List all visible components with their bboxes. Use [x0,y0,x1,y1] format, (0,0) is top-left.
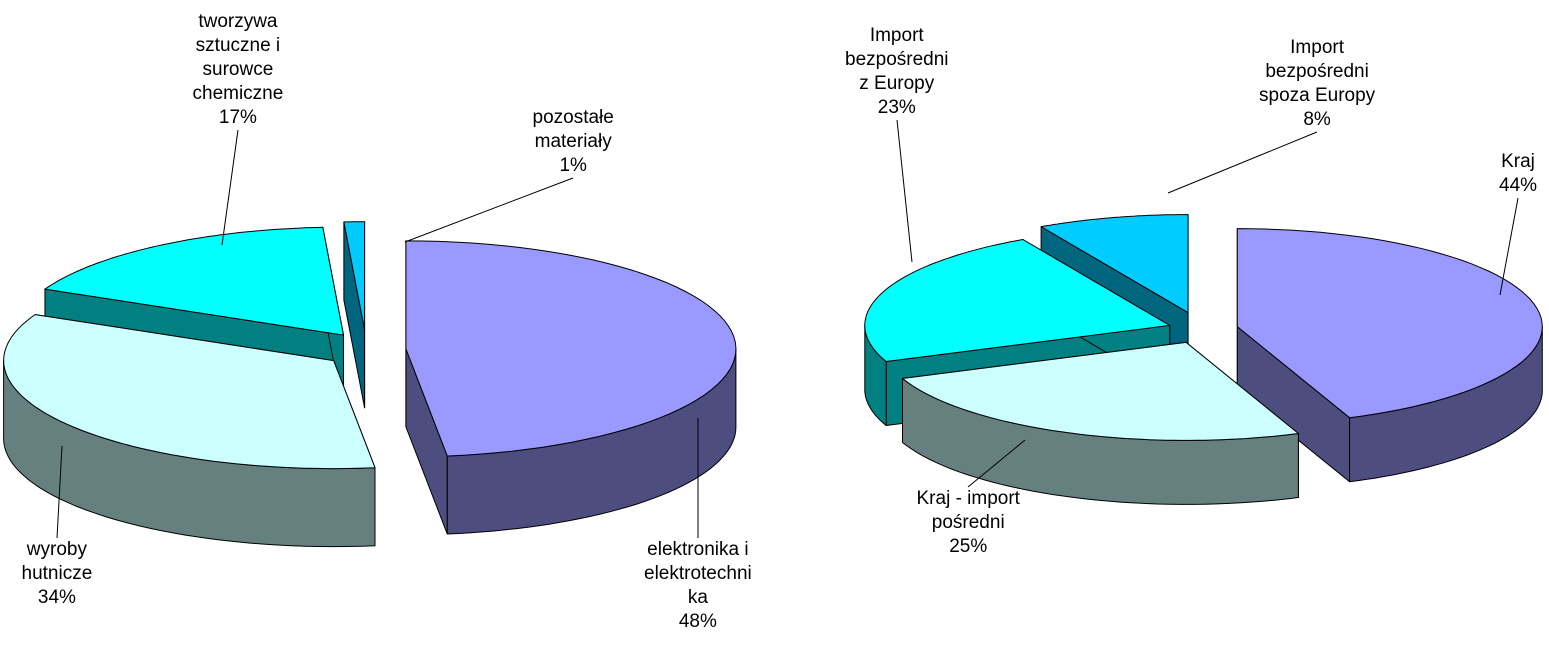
leader-line [404,177,574,243]
leader-line [1167,131,1318,194]
slice-label: tworzywa sztuczne i surowce chemiczne 17% [192,11,284,128]
slice-top [864,239,1171,362]
slice-value-label: 34% [37,587,76,608]
slice-top [44,226,345,336]
pie-chart-materials [3,129,737,548]
slice-value-label: 25% [949,536,988,557]
leader-line [896,119,913,263]
leader-line [967,439,1026,488]
slice-label: elektronika i elektrotechni ka 48% [644,539,752,632]
slice-label: Import bezpośredni z Europy 23% [845,25,949,118]
pie-chart-sources [864,119,1543,505]
pie-slice [343,221,366,409]
slice-top [1236,228,1543,419]
slice-value-label: 23% [877,97,916,118]
slice-top [343,221,366,331]
leader-line [56,445,63,539]
slice-top [405,240,737,457]
pie-slice [902,341,1299,505]
pie-slice [405,240,737,535]
slice-top [902,341,1299,441]
slice-label: pozostałe materiały 1% [532,107,614,176]
slice-value-label: 48% [678,611,717,632]
slice-label: Kraj 44% [1499,151,1538,196]
pie-slice [1236,228,1543,483]
pie-slice [3,314,376,548]
slice-top [3,314,376,470]
slice-label: wyroby hutnicze 34% [21,539,93,608]
slice-value-label: 17% [218,107,257,128]
slice-label: Import bezpośredni spoza Europy 8% [1259,37,1376,130]
slice-value-label: 1% [559,155,587,176]
slice-value-label: 8% [1303,109,1331,130]
leader-line [221,129,239,246]
slice-top [1040,214,1189,314]
slice-label: Kraj - import pośredni 25% [916,488,1020,557]
leader-line [1499,197,1519,296]
slice-value-label: 44% [1499,175,1538,196]
